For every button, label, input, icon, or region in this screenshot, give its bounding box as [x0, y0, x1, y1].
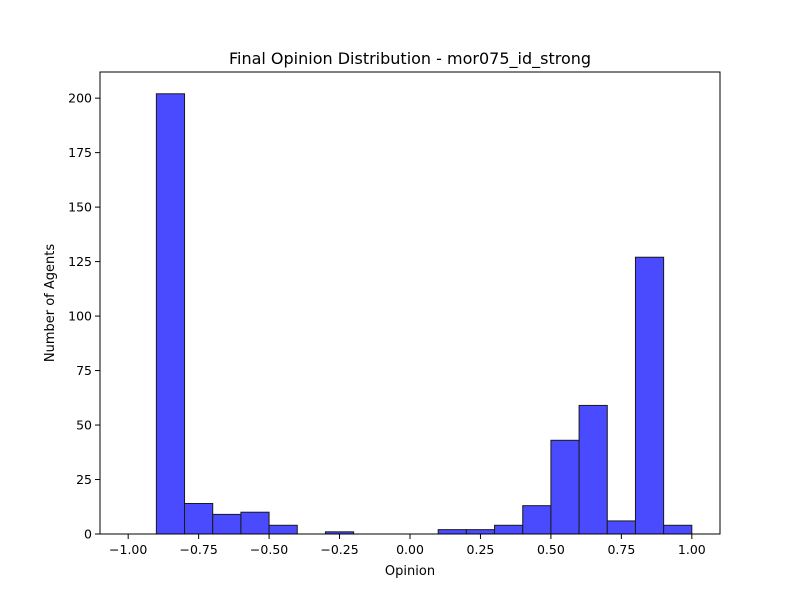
x-tick-label: 0.00 [396, 542, 424, 557]
histogram-bar [437, 529, 467, 535]
x-tick-label: 1.00 [678, 542, 706, 557]
histogram-bar [663, 524, 693, 535]
x-tick-label: 0.25 [467, 542, 495, 557]
x-axis-ticks: −1.00 −0.75 −0.50 −0.25 0.00 0.25 0.50 0.75 1.00 [109, 534, 706, 557]
x-axis-label: Opinion [385, 564, 435, 579]
y-tick-label: 75 [76, 363, 92, 378]
histogram-bar [465, 529, 496, 535]
histogram-bar [212, 513, 242, 535]
histogram-bar [550, 439, 580, 535]
x-tick-label: −1.00 [109, 542, 147, 557]
y-tick-label: 0 [84, 527, 92, 542]
histogram-bar [578, 404, 608, 535]
x-tick-label: 0.50 [537, 542, 565, 557]
histogram-bar [606, 520, 636, 535]
chart-title: Final Opinion Distribution - mor075_id_s… [229, 49, 591, 69]
y-tick-label: 175 [68, 145, 92, 160]
y-tick-label: 125 [68, 254, 92, 269]
y-axis-ticks: 0 25 50 75 100 125 150 175 200 [68, 91, 100, 542]
x-tick-label: 0.75 [607, 542, 635, 557]
y-tick-label: 100 [68, 309, 92, 324]
y-tick-label: 200 [68, 91, 92, 106]
histogram-bar [155, 93, 186, 535]
x-tick-label: −0.25 [320, 542, 358, 557]
plot-frame [99, 71, 721, 535]
histogram-bar [184, 502, 214, 535]
histogram-bar [522, 505, 552, 535]
histogram-bar [634, 256, 665, 535]
x-tick-label: −0.50 [250, 542, 288, 557]
x-tick-label: −0.75 [179, 542, 217, 557]
y-tick-label: 50 [76, 418, 92, 433]
y-tick-label: 150 [68, 200, 92, 215]
y-axis-label: Number of Agents [43, 244, 58, 362]
bars-group [155, 93, 693, 535]
histogram-bar [240, 511, 270, 535]
histogram-bar [268, 524, 298, 535]
histogram-bar [494, 524, 524, 535]
y-tick-label: 25 [76, 472, 92, 487]
